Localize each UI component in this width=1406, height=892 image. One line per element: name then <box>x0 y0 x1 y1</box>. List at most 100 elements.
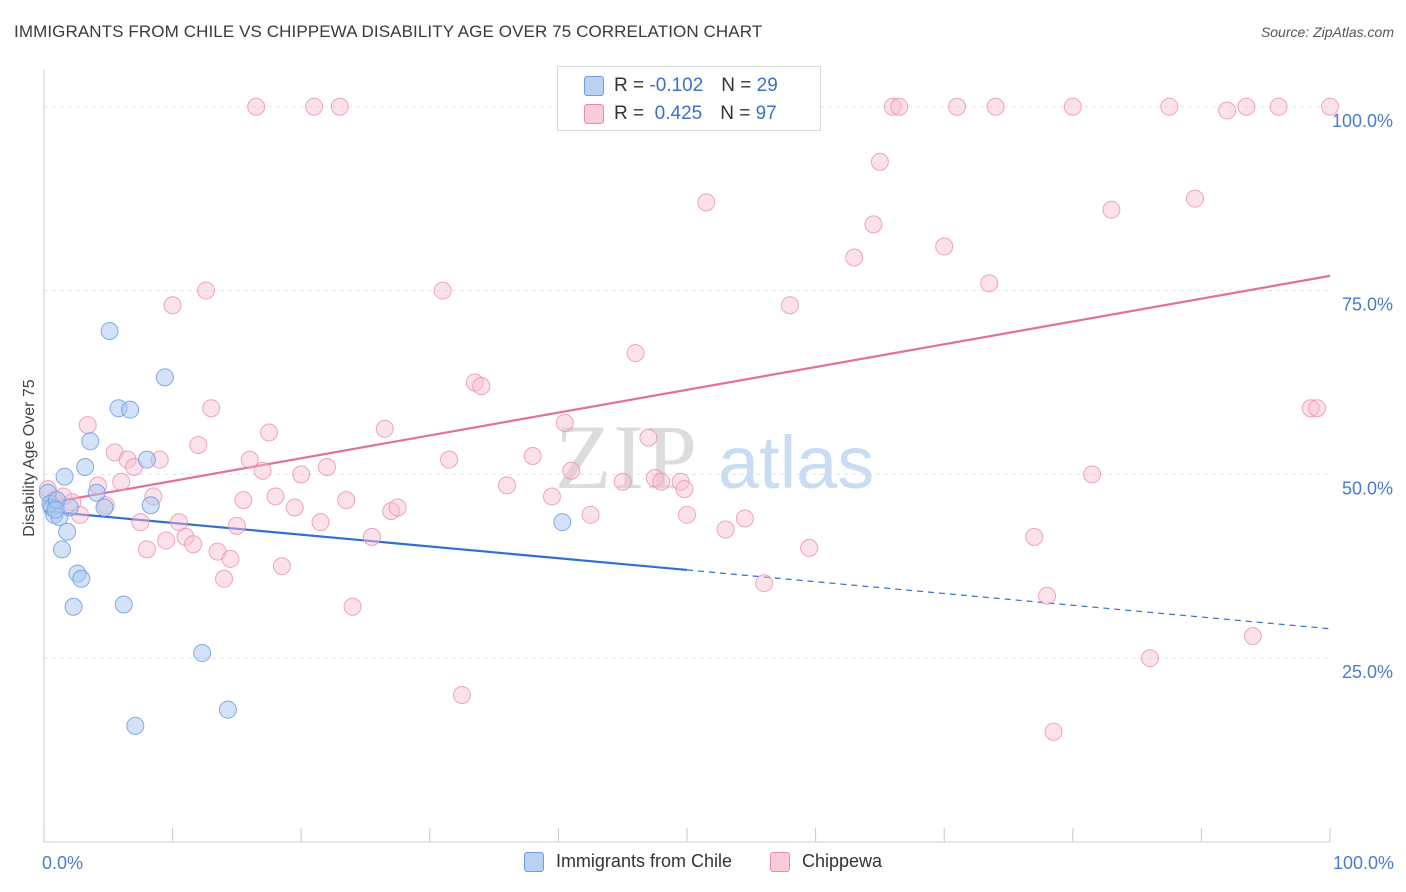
chile-point <box>553 513 572 532</box>
chippewa-point <box>176 527 195 546</box>
chippewa-point <box>78 416 97 435</box>
chile-trend-extension <box>686 569 1331 630</box>
chippewa-point <box>1243 627 1262 646</box>
chile-point <box>114 595 133 614</box>
chippewa-point <box>986 97 1005 116</box>
chippewa-point <box>1083 465 1102 484</box>
chippewa-point <box>1308 399 1327 418</box>
chippewa-point <box>1140 649 1159 668</box>
legend-row-chile: R = -0.102 N = 29 <box>584 73 778 99</box>
chippewa-point <box>285 498 304 517</box>
chippewa-point <box>189 435 208 454</box>
chippewa-point <box>523 447 542 465</box>
chippewa-point <box>221 549 240 568</box>
legend-r-value: 0.425 <box>654 103 703 124</box>
chile-point <box>121 400 140 419</box>
chippewa-point <box>184 535 203 554</box>
axes <box>43 70 1331 843</box>
chile-points <box>38 322 572 735</box>
chippewa-point <box>652 472 671 491</box>
chippewa-point <box>1160 97 1179 116</box>
chippewa-point <box>163 296 182 315</box>
trend-lines <box>43 274 1331 630</box>
chippewa-point <box>1301 399 1320 418</box>
grid-lines <box>44 106 1330 659</box>
chippewa-point <box>542 487 561 506</box>
x-tick-label: 0.0% <box>42 853 83 873</box>
chippewa-point <box>1185 189 1204 208</box>
legend-n-value: 29 <box>756 75 778 96</box>
chippewa-point <box>1321 97 1339 116</box>
chippewa-point <box>890 97 909 116</box>
chippewa-point <box>1025 527 1044 546</box>
legend-swatch-pink <box>769 851 790 872</box>
chippewa-point <box>362 527 381 546</box>
svg-text:atlas: atlas <box>718 421 874 504</box>
chippewa-point <box>980 274 999 293</box>
chippewa-point <box>260 423 279 442</box>
chippewa-point <box>197 281 216 300</box>
chart-title: IMMIGRANTS FROM CHILE VS CHIPPEWA DISABI… <box>14 22 763 41</box>
chippewa-point <box>1102 200 1121 219</box>
chippewa-point <box>1044 722 1063 741</box>
chippewa-point <box>675 480 694 499</box>
chippewa-point <box>266 487 285 506</box>
chippewa-point <box>440 450 459 469</box>
chile-point <box>155 368 174 387</box>
chippewa-point <box>639 428 658 447</box>
chippewa-trend-line <box>43 274 1331 505</box>
chippewa-point <box>305 97 324 116</box>
chippewa-point <box>337 491 356 510</box>
svg-text:ZIP: ZIP <box>555 406 699 508</box>
chippewa-point <box>157 531 176 550</box>
chippewa-points <box>38 97 1339 741</box>
chippewa-point <box>755 574 774 593</box>
chile-point <box>81 432 100 451</box>
chippewa-point <box>234 491 253 510</box>
chile-point <box>218 700 237 719</box>
legend-row-chippewa: R = 0.425 N = 97 <box>584 101 777 127</box>
y-tick-label: 100.0% <box>1332 111 1393 131</box>
chippewa-point <box>562 461 581 480</box>
chile-point <box>95 498 114 517</box>
chile-point <box>126 716 145 735</box>
chile-point <box>64 597 83 616</box>
chippewa-point <box>112 472 131 491</box>
chippewa-point <box>1218 101 1237 120</box>
chippewa-point <box>716 520 735 539</box>
chippewa-point <box>864 215 883 234</box>
chippewa-point <box>375 419 394 438</box>
chippewa-point <box>247 97 266 116</box>
series-legend: Immigrants from Chile Chippewa <box>0 851 1406 872</box>
chippewa-point <box>227 516 246 535</box>
chippewa-point <box>253 461 272 480</box>
chippewa-point <box>948 97 967 116</box>
chippewa-point <box>343 597 362 616</box>
chippewa-point <box>330 97 349 116</box>
chile-point <box>141 496 160 515</box>
legend-item-chippewa: Chippewa <box>769 851 882 872</box>
chippewa-point <box>555 413 574 432</box>
chippewa-point <box>137 540 156 559</box>
chippewa-point <box>497 476 516 495</box>
chippewa-point <box>131 513 150 532</box>
chippewa-point <box>870 152 889 171</box>
chippewa-point <box>626 344 645 363</box>
chippewa-point <box>388 498 407 517</box>
chile-point <box>137 450 156 469</box>
chippewa-point <box>613 472 632 491</box>
legend-swatch-blue <box>523 851 544 872</box>
chippewa-point <box>452 685 471 704</box>
chile-point <box>53 540 72 559</box>
chippewa-point <box>292 465 311 484</box>
chippewa-point <box>472 377 491 396</box>
chile-point <box>76 458 95 477</box>
stats-legend: R = -0.102 N = 29 R = 0.425 N = 97 <box>557 66 821 131</box>
chippewa-point <box>581 505 600 524</box>
legend-swatch-blue <box>584 76 604 96</box>
chippewa-point <box>317 458 336 477</box>
chile-point <box>193 644 212 663</box>
chippewa-point <box>1269 97 1288 116</box>
chippewa-point <box>1063 97 1082 116</box>
